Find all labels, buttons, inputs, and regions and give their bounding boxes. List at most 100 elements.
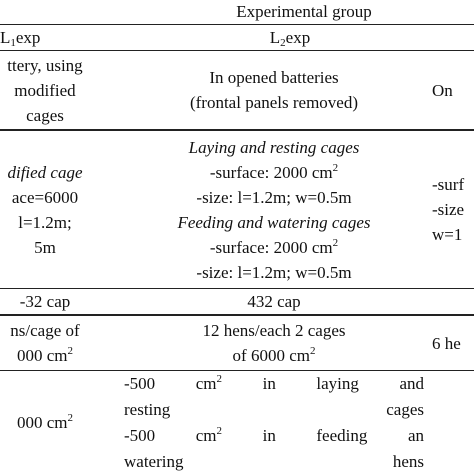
table-cell: 432 cap bbox=[124, 289, 424, 314]
cell-line: w=1 bbox=[432, 222, 474, 247]
cell-line: l=1.2m; bbox=[0, 210, 120, 235]
rule bbox=[0, 129, 474, 131]
text: On bbox=[432, 80, 453, 100]
table-cell: Laying and resting cages -surface: 2000 c… bbox=[124, 131, 424, 288]
text: in feeding an bbox=[222, 425, 424, 445]
cell-line: resting cages bbox=[124, 397, 424, 423]
text: -size: l=1.2m; w=0.5m bbox=[196, 262, 352, 282]
table-cell: 12 hens/each 2 cages of 6000 cm2 bbox=[124, 316, 424, 370]
table-row: 000 cm2 -500 cm2 in laying and resting cag… bbox=[0, 371, 474, 474]
text: 12 hens/each 2 cages bbox=[202, 321, 346, 340]
text: (frontal panels removed) bbox=[189, 93, 359, 112]
cell-line: In opened batteries bbox=[124, 65, 424, 90]
group-title: Experimental group bbox=[236, 2, 372, 21]
text: -32 cap bbox=[19, 292, 71, 311]
text: 000 cm bbox=[16, 346, 68, 365]
rule bbox=[0, 288, 474, 289]
text: ace=6000 bbox=[11, 187, 79, 207]
italic-text: Laying and resting cages bbox=[188, 137, 360, 157]
table-cell: 000 cm2 bbox=[0, 371, 120, 474]
superscript: 2 bbox=[216, 424, 223, 437]
table-cell: 6 he bbox=[432, 316, 474, 370]
superscript: 2 bbox=[67, 345, 74, 357]
text: modified bbox=[14, 80, 76, 100]
cell-line: watering hens bbox=[124, 449, 424, 474]
text: -size bbox=[432, 200, 465, 219]
cell-line: 000 cm2 bbox=[0, 410, 120, 435]
text: 6 he bbox=[432, 333, 461, 353]
table-cell: -500 cm2 in laying and resting cages -500 … bbox=[124, 371, 424, 474]
table-cell: ttery, using modified cages bbox=[0, 51, 120, 129]
cell-line: 000 cm2 bbox=[0, 343, 120, 368]
text: -surface: 2000 cm bbox=[209, 237, 333, 257]
cell-line: (frontal panels removed) bbox=[124, 90, 424, 115]
text: of 6000 cm bbox=[232, 346, 310, 365]
cell-line: -size: l=1.2m; w=0.5m bbox=[124, 185, 424, 210]
italic-text: Feeding and watering cages bbox=[177, 212, 371, 232]
table-cell: -32 cap bbox=[0, 289, 120, 314]
text: -500 cm bbox=[124, 373, 217, 393]
text: L bbox=[0, 28, 11, 47]
cell-line: -32 cap bbox=[0, 289, 120, 314]
cell-line: L2exp bbox=[140, 25, 440, 50]
superscript: 2 bbox=[309, 345, 316, 357]
italic-text: dified cage bbox=[7, 162, 83, 182]
rule bbox=[0, 314, 474, 316]
cell-line: modified bbox=[0, 78, 120, 103]
text: w=1 bbox=[432, 225, 463, 244]
superscript: 2 bbox=[332, 236, 339, 249]
cell-line: -surface: 2000 cm2 bbox=[124, 235, 424, 260]
cell-line: ns/cage of bbox=[0, 318, 120, 343]
superscript: 2 bbox=[67, 412, 74, 424]
cell-line: L1exp bbox=[0, 25, 100, 50]
table-cell: dified cage ace=6000 l=1.2m; 5m bbox=[0, 131, 120, 288]
text: ns/cage of bbox=[10, 321, 80, 340]
table-row: dified cage ace=6000 l=1.2m; 5m Laying and r… bbox=[0, 131, 474, 288]
cell-line: -500 cm2 in feeding an bbox=[124, 423, 424, 449]
cell-line: 12 hens/each 2 cages bbox=[124, 318, 424, 343]
text: -size: l=1.2m; w=0.5m bbox=[196, 187, 352, 207]
text: In opened batteries bbox=[209, 68, 339, 87]
header-cell: L1exp bbox=[0, 25, 100, 50]
table-cell: ns/cage of 000 cm2 bbox=[0, 316, 120, 370]
header-row: L1exp L2exp bbox=[0, 25, 474, 50]
rule bbox=[0, 50, 474, 51]
text: watering hens bbox=[124, 451, 424, 471]
table-row: -32 cap 432 cap bbox=[0, 289, 474, 314]
superscript: 2 bbox=[216, 372, 223, 385]
text: 5m bbox=[34, 237, 56, 257]
cell-line: ttery, using bbox=[0, 53, 120, 78]
cell-line: cages bbox=[0, 103, 120, 128]
cell-line: 6 he bbox=[432, 331, 474, 356]
cell-line: -surf bbox=[432, 172, 474, 197]
table-row: ttery, using modified cages In opened batte… bbox=[0, 51, 474, 129]
table-cell: In opened batteries (frontal panels remov… bbox=[124, 51, 424, 129]
cell-line: dified cage bbox=[0, 160, 120, 185]
header-cell: L2exp bbox=[140, 25, 440, 50]
text: ttery, using bbox=[7, 55, 83, 75]
cell-line: 432 cap bbox=[124, 289, 424, 314]
table-cell: On bbox=[432, 51, 474, 129]
table-cell: -surf -size w=1 bbox=[432, 131, 474, 288]
cell-line: of 6000 cm2 bbox=[124, 343, 424, 368]
text: exp bbox=[15, 28, 41, 47]
text: exp bbox=[285, 28, 311, 47]
subscript: 2 bbox=[280, 37, 286, 49]
text: -surface: 2000 cm bbox=[209, 162, 333, 182]
text: resting cages bbox=[124, 399, 424, 419]
text: 432 cap bbox=[247, 292, 301, 311]
cell-line: -surface: 2000 cm2 bbox=[124, 160, 424, 185]
text: -surf bbox=[432, 175, 465, 194]
text: in laying and bbox=[222, 373, 424, 393]
table-row: ns/cage of 000 cm2 12 hens/each 2 cages of … bbox=[0, 316, 474, 370]
cell-line: -size bbox=[432, 197, 474, 222]
text: cages bbox=[26, 105, 64, 125]
superscript: 2 bbox=[332, 161, 339, 174]
cell-line: On bbox=[432, 78, 474, 103]
rule bbox=[0, 24, 474, 25]
cell-line: -500 cm2 in laying and bbox=[124, 371, 424, 397]
subscript: 1 bbox=[10, 37, 16, 49]
cell-line: Feeding and watering cages bbox=[124, 210, 424, 235]
text: l=1.2m; bbox=[18, 212, 72, 232]
text: 000 cm bbox=[16, 413, 68, 432]
